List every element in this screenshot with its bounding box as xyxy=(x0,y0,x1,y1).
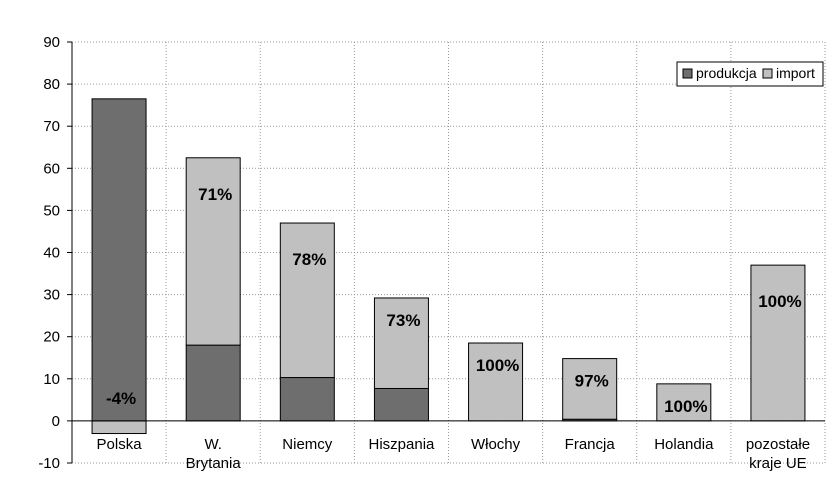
category-label: pozostałe xyxy=(746,436,810,453)
bar-produkcja xyxy=(279,377,335,422)
bar-import xyxy=(279,222,335,379)
y-tick-label: -10 xyxy=(38,455,60,472)
bar-import xyxy=(91,420,147,435)
category-label: Brytania xyxy=(186,455,242,472)
legend-box xyxy=(676,61,824,87)
category-label: W. xyxy=(204,436,222,453)
category-label: Włochy xyxy=(471,436,521,453)
data-label: -4% xyxy=(106,389,136,408)
data-label: 71% xyxy=(198,185,232,204)
y-tick-label: 10 xyxy=(43,371,60,388)
legend-swatch-produkcja xyxy=(682,68,693,79)
bar-import xyxy=(468,342,524,422)
data-label: 73% xyxy=(386,311,420,330)
legend-swatch-import xyxy=(762,68,773,79)
category-label: Hiszpania xyxy=(369,436,436,453)
bar-import xyxy=(185,157,241,346)
bar-produkcja xyxy=(185,344,241,422)
category-label: Francja xyxy=(565,436,616,453)
y-tick-label: 40 xyxy=(43,245,60,262)
y-tick-label: 0 xyxy=(52,413,60,430)
data-label: 100% xyxy=(664,397,707,416)
y-tick-label: 20 xyxy=(43,329,60,346)
category-label: Niemcy xyxy=(282,436,333,453)
bar-import xyxy=(562,358,618,420)
y-tick-label: 80 xyxy=(43,76,60,93)
bar-produkcja xyxy=(373,387,429,422)
legend-label-produkcja: produkcja xyxy=(696,65,757,81)
bar-produkcja xyxy=(91,98,147,422)
data-label: 100% xyxy=(476,356,519,375)
y-tick-label: 30 xyxy=(43,287,60,304)
y-tick-label: 70 xyxy=(43,118,60,135)
y-tick-label: 50 xyxy=(43,202,60,219)
data-label: 97% xyxy=(575,372,609,391)
bar-import xyxy=(656,383,712,422)
data-label: 78% xyxy=(292,250,326,269)
y-tick-label: 60 xyxy=(43,160,60,177)
data-label: 100% xyxy=(758,292,801,311)
legend-label-import: import xyxy=(776,65,815,81)
category-label: Polska xyxy=(97,436,143,453)
category-label: Holandia xyxy=(654,436,714,453)
bar-import xyxy=(750,264,806,422)
y-tick-label: 90 xyxy=(43,34,60,51)
category-label: kraje UE xyxy=(749,455,807,472)
bar-import xyxy=(373,297,429,389)
